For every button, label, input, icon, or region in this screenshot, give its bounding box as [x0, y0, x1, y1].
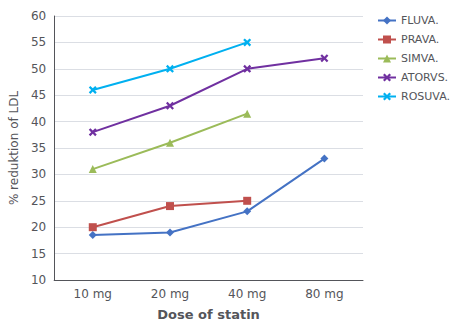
svg-text:SIMVA.: SIMVA. — [401, 52, 438, 65]
svg-text:ROSUVA.: ROSUVA. — [401, 90, 450, 103]
svg-text:20 mg: 20 mg — [151, 287, 189, 301]
svg-text:30: 30 — [31, 167, 46, 181]
svg-text:40 mg: 40 mg — [228, 287, 266, 301]
svg-text:80 mg: 80 mg — [305, 287, 343, 301]
svg-text:40: 40 — [31, 115, 46, 129]
svg-text:25: 25 — [31, 194, 46, 208]
svg-text:15: 15 — [31, 247, 46, 261]
svg-text:50: 50 — [31, 62, 46, 76]
svg-text:ATORVS.: ATORVS. — [401, 71, 448, 84]
svg-text:45: 45 — [31, 88, 46, 102]
svg-text:FLUVA.: FLUVA. — [401, 14, 439, 27]
svg-text:35: 35 — [31, 141, 46, 155]
svg-text:PRAVA.: PRAVA. — [401, 33, 439, 46]
svg-text:% reduktion of LDL: % reduktion of LDL — [7, 91, 21, 206]
svg-text:10 mg: 10 mg — [74, 287, 112, 301]
svg-text:Dose of statin: Dose of statin — [157, 307, 260, 322]
svg-text:60: 60 — [31, 9, 46, 23]
svg-text:55: 55 — [31, 35, 46, 49]
svg-text:20: 20 — [31, 220, 46, 234]
svg-text:10: 10 — [31, 273, 46, 287]
